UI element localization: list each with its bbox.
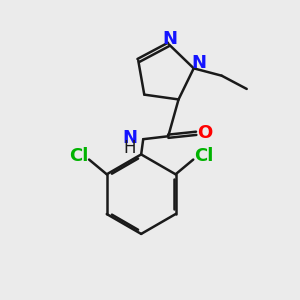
Text: N: N <box>162 30 177 48</box>
Text: Cl: Cl <box>69 147 88 165</box>
Text: N: N <box>191 54 206 72</box>
Text: N: N <box>122 129 137 147</box>
Text: O: O <box>197 124 213 142</box>
Text: H: H <box>124 139 136 157</box>
Text: Cl: Cl <box>194 147 213 165</box>
